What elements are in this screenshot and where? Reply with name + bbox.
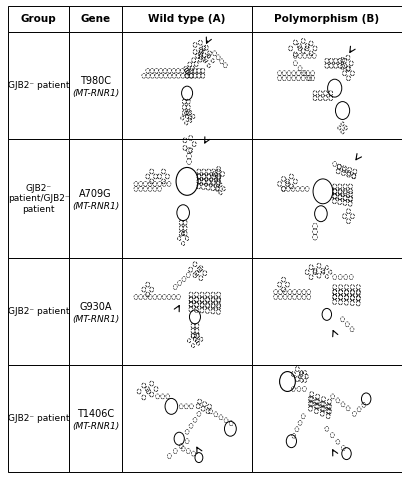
Text: T980C: T980C [80,76,111,86]
Bar [69,32,122,139]
Bar [69,258,122,366]
Text: GJB2⁻ patient: GJB2⁻ patient [8,414,69,424]
Text: Polymorphism (B): Polymorphism (B) [274,14,379,24]
Bar [8,32,69,139]
Text: (MT-RNR1): (MT-RNR1) [72,202,119,210]
Text: GJB2⁻ patient: GJB2⁻ patient [8,308,69,316]
Bar [252,139,402,258]
Text: GJB2⁻
patient/GJB2⁻
patient: GJB2⁻ patient/GJB2⁻ patient [8,184,69,214]
Text: T1406C: T1406C [77,409,114,419]
Text: A709G: A709G [79,189,112,199]
Bar [8,258,69,366]
Bar [8,366,69,472]
Text: (MT-RNR1): (MT-RNR1) [72,422,119,431]
Bar [122,139,252,258]
Text: (MT-RNR1): (MT-RNR1) [72,315,119,324]
Bar [122,366,252,472]
Bar [69,6,122,32]
Text: Wild type (A): Wild type (A) [148,14,226,24]
Bar [252,366,402,472]
Text: (MT-RNR1): (MT-RNR1) [72,88,119,98]
Bar [122,6,252,32]
Bar [122,32,252,139]
Bar [69,139,122,258]
Bar [252,6,402,32]
Bar [252,258,402,366]
Bar [122,258,252,366]
Text: Gene: Gene [81,14,111,24]
Bar [8,6,69,32]
Text: G930A: G930A [79,302,112,312]
Bar [69,366,122,472]
Bar [8,139,69,258]
Text: GJB2⁻ patient: GJB2⁻ patient [8,81,69,90]
Text: Group: Group [21,14,56,24]
Bar [252,32,402,139]
